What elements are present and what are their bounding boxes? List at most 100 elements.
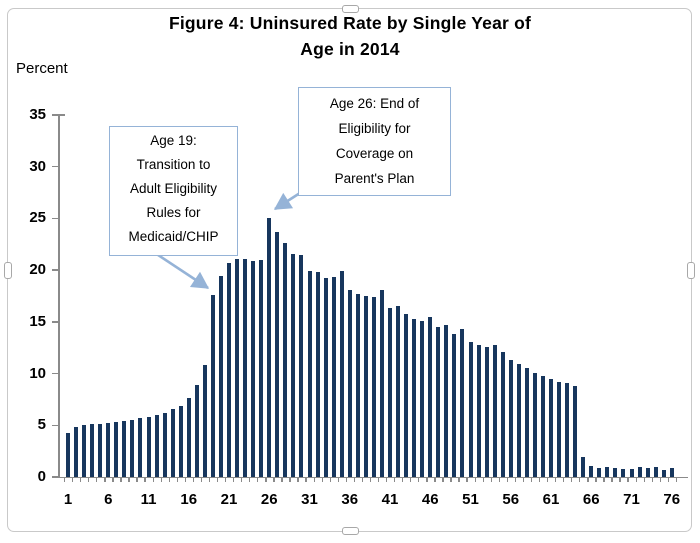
bar-age-1 [66, 432, 70, 477]
x-tick-mark [482, 477, 484, 482]
chart-title-line-1: Figure 4: Uninsured Rate by Single Year … [168, 13, 532, 33]
bar-age-33 [323, 278, 328, 477]
x-tick-mark [385, 477, 388, 482]
x-tick-mark [643, 477, 645, 482]
y-tick-label: 15 [29, 312, 46, 330]
x-tick-label: 26 [260, 491, 278, 508]
resize-handle-bottom[interactable] [342, 527, 359, 535]
y-tick-label: 30 [29, 157, 46, 175]
y-tick-mark [52, 476, 58, 478]
x-tick-label: 11 [140, 491, 157, 508]
annotation-age19-line: Age 19: [150, 133, 197, 148]
x-tick-mark [265, 477, 267, 482]
bar-age-6 [106, 423, 111, 477]
bar-age-46 [428, 316, 433, 477]
bar-age-51 [468, 341, 473, 477]
x-tick-mark [152, 477, 154, 482]
x-tick-label: 1 [63, 491, 73, 508]
y-tick-label: 35 [29, 106, 46, 123]
x-tick-mark [587, 477, 589, 482]
x-tick-mark [659, 477, 661, 482]
x-tick-mark [619, 477, 621, 482]
x-tick-mark [458, 477, 460, 482]
bar-age-26 [267, 218, 272, 477]
x-tick-mark [571, 477, 573, 482]
y-tick-mark [52, 217, 58, 220]
x-tick-label: 36 [341, 491, 359, 508]
x-tick-mark [63, 477, 66, 482]
bar-age-73 [645, 467, 650, 477]
bar-age-64 [573, 385, 578, 477]
x-tick-label: 46 [421, 491, 439, 508]
bar-age-47 [436, 327, 441, 477]
y-tick-mark [52, 114, 58, 116]
resize-handle-top[interactable] [342, 5, 359, 13]
annotation-age26-line: Parent's Plan [334, 171, 415, 186]
x-tick-mark [667, 477, 670, 482]
x-tick-mark [595, 477, 597, 482]
x-tick-mark [345, 477, 348, 482]
bar-age-15 [178, 405, 183, 477]
bar-age-23 [243, 258, 248, 477]
y-tick-mark [52, 424, 58, 427]
x-tick-mark [627, 477, 629, 482]
bar-age-56 [508, 360, 513, 477]
y-tick-label: 0 [37, 468, 46, 485]
x-tick-mark [297, 477, 299, 482]
x-tick-mark [675, 477, 678, 482]
bar-age-12 [154, 414, 159, 477]
x-tick-mark [635, 477, 637, 482]
annotation-age19-line: Adult Eligibility [129, 181, 218, 196]
x-tick-mark [402, 477, 404, 482]
resize-handle-right[interactable] [687, 262, 695, 279]
bar-age-31 [307, 271, 312, 477]
annotation-age26-line: Age 26: End of [329, 96, 420, 111]
bar-age-76 [669, 467, 674, 477]
bar-age-75 [661, 469, 666, 477]
x-tick-mark [321, 477, 323, 482]
bar-age-21 [227, 262, 231, 477]
bar-age-54 [492, 344, 497, 477]
bar-age-41 [388, 308, 392, 477]
resize-handle-left[interactable] [4, 262, 12, 279]
x-tick-mark [579, 477, 581, 482]
bar-age-2 [74, 427, 79, 477]
x-tick-mark [96, 477, 98, 482]
x-tick-mark [353, 477, 356, 482]
bar-age-17 [194, 384, 199, 477]
bar-age-32 [315, 272, 320, 477]
bar-age-9 [130, 420, 135, 477]
x-tick-mark [208, 477, 211, 482]
bar-age-63 [565, 382, 570, 477]
x-tick-label: 31 [301, 491, 318, 508]
bar-age-69 [613, 467, 618, 477]
bar-age-68 [605, 466, 610, 477]
annotation-age26-line: Eligibility for [338, 121, 411, 136]
bar-age-67 [597, 467, 602, 477]
x-tick-mark [555, 477, 557, 482]
x-tick-mark [611, 477, 613, 482]
bar-age-72 [637, 466, 642, 477]
bar-age-71 [629, 468, 634, 477]
y-axis-line [58, 114, 60, 478]
x-tick-mark [313, 477, 315, 482]
bar-age-30 [299, 254, 304, 477]
x-tick-mark [80, 477, 82, 482]
bar-age-50 [460, 329, 465, 477]
x-tick-mark [563, 477, 565, 482]
bar-age-37 [355, 293, 360, 477]
x-tick-mark [257, 477, 259, 482]
x-axis-line [58, 476, 688, 478]
bar-age-62 [557, 381, 562, 477]
x-tick-label: 66 [582, 491, 600, 508]
x-tick-mark [136, 477, 138, 482]
x-tick-label: 56 [502, 491, 520, 508]
x-tick-mark [410, 477, 412, 482]
x-tick-mark [506, 477, 509, 482]
x-tick-mark [72, 477, 74, 482]
bar-age-44 [412, 318, 417, 477]
x-tick-mark [233, 477, 235, 482]
y-tick-label: 5 [37, 416, 46, 434]
x-tick-mark [120, 477, 122, 482]
